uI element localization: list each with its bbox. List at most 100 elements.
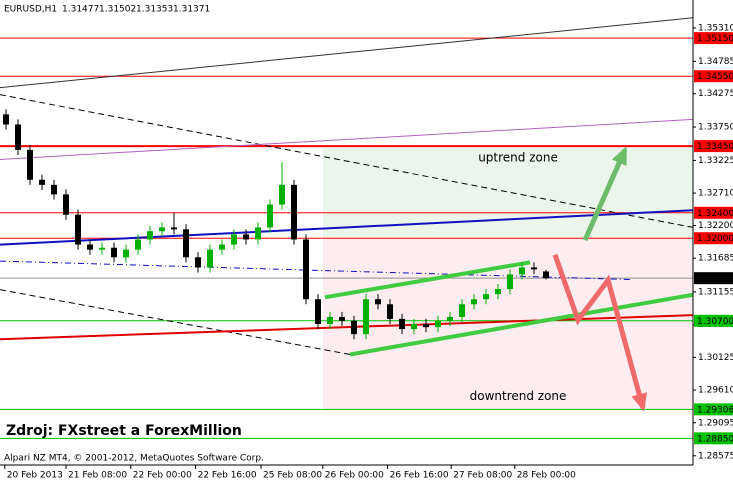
y-tick-label: 1.29095 [698, 418, 733, 428]
candle-body [27, 149, 33, 180]
candle-body [339, 316, 345, 321]
y-tick-label: 1.33225 [698, 156, 733, 166]
y-tick-label: 1.33750 [698, 123, 733, 133]
header-value: 1.31477 [62, 5, 99, 15]
header-values: 1.31477 1.31502 1.31353 1.31371 [62, 5, 210, 15]
level-label: 1.33450 [697, 142, 733, 152]
trend-line [349, 292, 694, 357]
trend-line [0, 209, 694, 246]
lines [0, 17, 694, 439]
footer: Alpari NZ MT4, © 2001-2012, MetaQuotes S… [4, 454, 264, 464]
level-label-box [694, 232, 733, 245]
trend-line [0, 118, 694, 160]
candle-body [75, 214, 81, 245]
level-label: 1.32400 [697, 209, 733, 219]
arrows [552, 146, 647, 412]
candle-body [291, 184, 297, 240]
candle-body [519, 267, 525, 275]
zone-label: downtrend zone [470, 389, 567, 403]
axes: 1.35310 1.34785 1.34275 1.33750 1.33225 1.327… [4, 23, 733, 481]
candle-body [135, 239, 141, 250]
x-tick-label: 26 Feb 00:00 [325, 471, 384, 481]
y-tick-label: 1.31685 [698, 254, 733, 264]
candle-body [207, 249, 213, 268]
arrow [582, 148, 628, 242]
level-label-box [694, 314, 733, 327]
x-tick-label: 21 Feb 08:00 [68, 471, 127, 481]
candle-body [327, 316, 333, 324]
candle-body [3, 114, 9, 125]
trend-line [0, 17, 694, 89]
candle-body [495, 289, 501, 295]
candle-body [219, 244, 225, 250]
y-tick-label: 1.29610 [698, 386, 733, 396]
x-tick-label: 22 Feb 00:00 [133, 471, 192, 481]
x-tick-label: 28 Feb 00:00 [517, 471, 576, 481]
candle-body [147, 231, 153, 240]
candle-body [255, 227, 261, 240]
x-tick-label: 20 Feb 2013 [7, 471, 63, 481]
candle-body [483, 294, 489, 300]
x-tick-label: 22 Feb 16:00 [198, 471, 257, 481]
candle-body [447, 316, 453, 321]
y-tick-label: 1.28575 [698, 451, 733, 461]
y-tick-label: 1.31155 [698, 287, 733, 297]
x-tick-label: 27 Feb 08:00 [453, 471, 512, 481]
y-tick-label: 1.32200 [698, 221, 733, 231]
y-tick-label: 1.30125 [698, 353, 733, 363]
candle-body [171, 227, 177, 230]
chart-title: EURUSD,H1 [4, 5, 57, 15]
candle-body [303, 239, 309, 300]
candle-body [435, 320, 441, 328]
level-label-box [694, 432, 733, 445]
candle-body [375, 299, 381, 305]
level-label-box [694, 206, 733, 219]
level-label-box [694, 140, 733, 153]
candle-body [351, 320, 357, 335]
candle-body [51, 184, 57, 195]
candle-body [99, 247, 105, 250]
arrow [552, 253, 646, 409]
candle-body [507, 274, 513, 290]
candle-body [399, 318, 405, 330]
arrow-head [611, 146, 627, 166]
candle-body [183, 229, 189, 258]
y-tick-label: 1.35310 [698, 23, 733, 33]
candle-body [231, 234, 237, 245]
trend-line [0, 94, 694, 228]
y-tick-label: 1.32710 [698, 189, 733, 199]
candle-body [39, 179, 45, 185]
level-label: 1.35150 [697, 34, 733, 44]
candle-body [279, 184, 285, 205]
level-label-box [694, 272, 733, 285]
candle-body [411, 323, 417, 330]
x-tick-label: 26 Feb 16:00 [390, 471, 449, 481]
arrow-head [631, 392, 647, 412]
source: Zdroj: FXstreet a ForexMillion [6, 423, 242, 439]
header-value: 1.31502 [99, 5, 136, 15]
candles [3, 109, 549, 340]
x-tick-label: 25 Feb 08:00 [263, 471, 322, 481]
level-label-box [694, 403, 733, 416]
trend-line [324, 260, 531, 300]
level-label: 1.29306 [697, 405, 733, 415]
candle-body [195, 257, 201, 268]
candle-body [87, 244, 93, 250]
candle-body [387, 304, 393, 319]
header-value: 1.31371 [173, 5, 210, 15]
level-label: 1.30700 [697, 317, 733, 327]
zone-label: uptrend zone [478, 151, 558, 165]
candle-body [363, 299, 369, 335]
candle-body [531, 267, 537, 270]
y-tick-label: 1.34275 [698, 89, 733, 99]
y-tick-label: 1.34785 [698, 57, 733, 67]
candle-body [159, 227, 165, 232]
header-value: 1.31353 [136, 5, 173, 15]
level-label-box [694, 32, 733, 45]
level-label-box [694, 70, 733, 83]
candle-body [315, 299, 321, 324]
zone [323, 146, 693, 239]
candle-body [243, 234, 249, 240]
